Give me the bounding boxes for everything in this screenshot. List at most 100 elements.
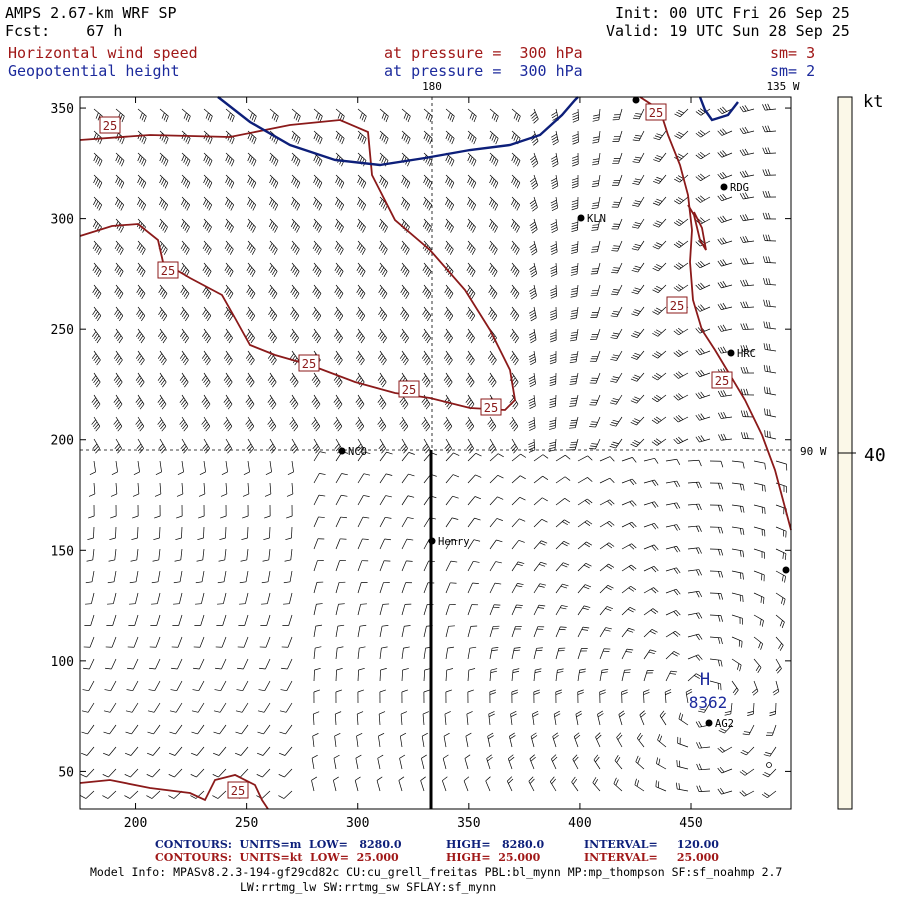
barb-flag (447, 403, 453, 410)
barb-shaft (420, 780, 425, 792)
barb-flag (94, 423, 99, 430)
barb-flag (673, 589, 679, 596)
barb-flag (531, 114, 537, 119)
barb-flag (230, 204, 235, 211)
barb-flag (515, 271, 520, 277)
barb-flag (549, 400, 556, 403)
barb-flag (317, 315, 322, 322)
barb-flag (491, 178, 495, 185)
barb-flag (720, 461, 724, 468)
barb-shaft (731, 526, 743, 530)
barb-flag (530, 317, 537, 322)
barb-flag (512, 223, 517, 229)
barb-shaft (313, 218, 322, 228)
barb-flag (250, 180, 255, 187)
barb-shaft (287, 636, 293, 648)
barb-flag (383, 293, 388, 300)
barb-flag (571, 249, 578, 252)
barb-flag (656, 220, 663, 224)
barb-flag (89, 471, 96, 476)
barb-shaft (721, 394, 733, 398)
barb-shaft (152, 746, 161, 756)
barb-flag (616, 756, 621, 763)
barb-flag (495, 561, 502, 564)
barb-shaft (313, 626, 317, 638)
barb-shaft (643, 629, 653, 638)
barb-flag (494, 204, 499, 211)
barb-flag (209, 116, 213, 123)
barb-flag (204, 401, 209, 408)
barb-flag (752, 690, 759, 696)
barb-flag (428, 204, 433, 211)
barb-flag (290, 265, 295, 272)
barb-shaft (743, 108, 755, 113)
barb-flag (403, 291, 408, 298)
barb-flag (400, 265, 405, 272)
barb-flag (335, 711, 342, 715)
barb-shaft (765, 370, 777, 374)
barb-flag (160, 200, 165, 207)
barb-flag (741, 432, 744, 439)
barb-flag (380, 289, 384, 296)
barb-flag (606, 522, 613, 528)
barb-flag (651, 588, 657, 594)
barb-flag (259, 667, 266, 670)
barb-shaft (464, 758, 469, 770)
barb-flag (426, 180, 431, 187)
barb-flag (267, 419, 272, 425)
barb-flag (628, 587, 635, 592)
barb-flag (422, 443, 428, 449)
barb-flag (550, 317, 557, 321)
barb-flag (337, 178, 341, 185)
barb-flag (182, 223, 187, 229)
barb-shaft (203, 482, 206, 494)
barb-flag (549, 353, 557, 357)
barb-flag (447, 426, 453, 432)
barb-shaft (247, 152, 257, 161)
barb-shaft (466, 714, 469, 726)
barb-shaft (379, 240, 388, 250)
barb-flag (488, 243, 493, 250)
barb-flag (83, 667, 90, 670)
barb-shaft (699, 768, 711, 771)
barb-flag (335, 689, 343, 693)
barb-flag (511, 689, 518, 693)
barb-flag (698, 569, 702, 576)
barb-flag (296, 204, 301, 211)
barb-flag (765, 234, 768, 241)
barb-flag (675, 329, 682, 334)
barb-flag (126, 689, 133, 692)
barb-shaft (678, 262, 689, 270)
barb-flag (779, 620, 783, 627)
barb-flag (291, 377, 296, 384)
barb-shaft (313, 560, 318, 572)
barb-flag (207, 249, 212, 255)
barb-shaft (596, 306, 601, 318)
barb-flag (98, 204, 103, 211)
barb-flag (204, 267, 209, 274)
barb-flag (699, 151, 706, 157)
barb-flag (530, 224, 536, 229)
barb-flag (95, 403, 101, 410)
barb-flag (182, 200, 187, 207)
barb-flag (271, 178, 275, 185)
barb-flag (293, 134, 297, 141)
barb-flag (117, 313, 122, 320)
barb-shaft (656, 763, 667, 770)
barb-flag (768, 234, 771, 241)
barb-flag (357, 199, 361, 206)
barb-flag (315, 403, 321, 410)
barb-flag (656, 285, 663, 290)
barb-flag (781, 574, 784, 582)
barb-shaft (765, 130, 777, 133)
barb-flag (360, 180, 365, 187)
barb-flag (673, 222, 680, 227)
barb-flag (133, 471, 140, 476)
barb-flag (579, 668, 586, 671)
barb-flag (251, 158, 255, 165)
barb-flag (529, 268, 536, 273)
barb-flag (468, 223, 473, 229)
barb-flag (605, 608, 612, 612)
barb-flag (96, 247, 100, 253)
